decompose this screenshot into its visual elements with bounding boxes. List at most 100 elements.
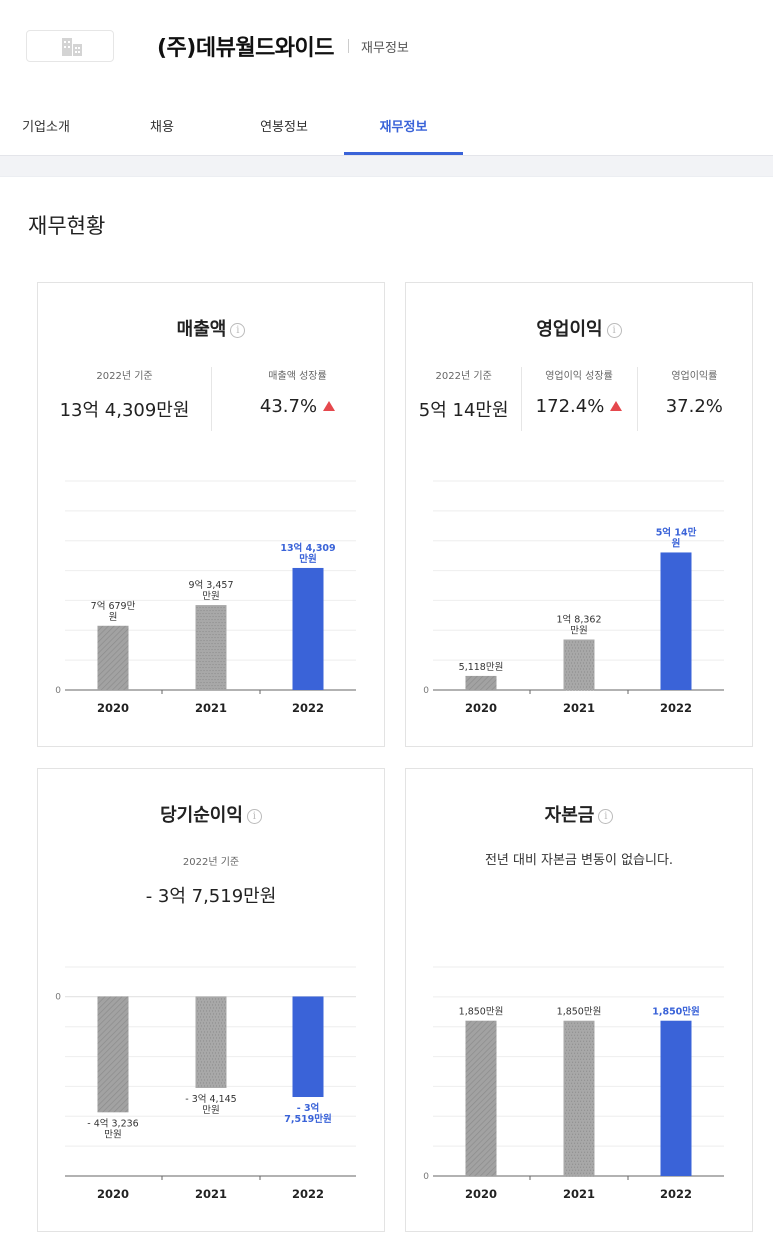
bar-texture — [587, 1097, 589, 1099]
bar-texture — [212, 616, 214, 618]
bar-texture — [577, 1082, 579, 1084]
bar-texture — [211, 643, 213, 645]
bar-texture — [565, 1022, 567, 1024]
bar-texture — [575, 1079, 577, 1081]
bar-texture — [574, 674, 576, 676]
bar-texture — [571, 1148, 573, 1150]
tab-recruit[interactable]: 채용 — [150, 120, 174, 135]
bar-texture — [577, 1166, 579, 1168]
bar-texture — [575, 1151, 577, 1153]
bar-texture — [209, 1013, 211, 1015]
bar-texture — [224, 1019, 226, 1021]
bar-texture — [587, 653, 589, 655]
bar-texture — [209, 1037, 211, 1039]
tab-finance[interactable]: 재무정보 — [344, 104, 463, 155]
bar-texture — [200, 1043, 202, 1045]
bar-texture — [586, 1082, 588, 1084]
bar-texture — [593, 1031, 595, 1033]
bar-2020[interactable] — [97, 996, 129, 1113]
bar-texture — [566, 1109, 568, 1111]
bar-texture — [215, 676, 217, 678]
bar-texture — [224, 676, 226, 678]
bar-texture — [215, 664, 217, 666]
bar-texture — [203, 652, 205, 654]
bar-texture — [593, 1115, 595, 1117]
bar-2020[interactable] — [465, 1020, 497, 1176]
bar-texture — [580, 686, 582, 688]
bar-2021[interactable] — [195, 996, 227, 1088]
bar-texture — [220, 1082, 222, 1084]
bar-texture — [221, 616, 223, 618]
bar-texture — [572, 671, 574, 673]
bar-texture — [566, 647, 568, 649]
bar-texture — [220, 1016, 222, 1018]
bar-texture — [581, 1109, 583, 1111]
bar-texture — [587, 1067, 589, 1069]
bar-texture — [589, 1166, 591, 1168]
bar-2020[interactable] — [465, 675, 497, 690]
bar-texture — [566, 1037, 568, 1039]
bar-texture — [584, 1109, 586, 1111]
bar-2022[interactable] — [292, 567, 324, 690]
bar-texture — [217, 1082, 219, 1084]
bar-texture — [589, 674, 591, 676]
bar-texture — [220, 619, 222, 621]
operating-income-stats: 2022년 기준 5억 14만원 영업이익 성장률 172.4% 영업이익률 3… — [406, 367, 752, 431]
bar-texture — [571, 1166, 573, 1168]
bar-texture — [566, 1073, 568, 1075]
bar-texture — [586, 1028, 588, 1030]
bar-texture — [581, 1073, 583, 1075]
bar-2021[interactable] — [563, 639, 595, 690]
info-icon[interactable]: i — [230, 322, 246, 338]
bar-texture — [569, 1031, 571, 1033]
bar-texture — [212, 1007, 214, 1009]
bar-texture — [224, 1007, 226, 1009]
bar-texture — [593, 1145, 595, 1147]
info-icon[interactable]: i — [606, 322, 622, 338]
bar-texture — [583, 1130, 585, 1132]
bar-texture — [220, 1022, 222, 1024]
bar-texture — [223, 1034, 225, 1036]
bar-2020[interactable] — [97, 625, 129, 690]
tab-salary[interactable]: 연봉정보 — [260, 120, 308, 135]
info-icon[interactable]: i — [246, 808, 262, 824]
bar-texture — [223, 631, 225, 633]
bar-texture — [218, 1049, 220, 1051]
bar-texture — [211, 661, 213, 663]
bar-texture — [202, 643, 204, 645]
bar-texture — [223, 679, 225, 681]
bar-texture — [589, 644, 591, 646]
bar-texture — [583, 1172, 585, 1174]
bar-texture — [592, 1106, 594, 1108]
bar-2022[interactable] — [660, 1020, 692, 1176]
bar-2021[interactable] — [195, 605, 227, 690]
bar-texture — [197, 1079, 199, 1081]
bar-texture — [196, 613, 198, 615]
bar-texture — [221, 1025, 223, 1027]
bar-texture — [581, 1139, 583, 1141]
bar-texture — [565, 1028, 567, 1030]
bar-texture — [581, 683, 583, 685]
bar-texture — [568, 1106, 570, 1108]
bar-texture — [202, 1040, 204, 1042]
bar-2022[interactable] — [292, 996, 324, 1098]
info-icon[interactable]: i — [598, 808, 614, 824]
bar-texture — [220, 1034, 222, 1036]
bar-texture — [223, 685, 225, 687]
bar-2022[interactable] — [660, 552, 692, 690]
company-header: (주)데뷰월드와이드 재무정보 기업소개 채용 연봉정보 재무정보 — [0, 0, 773, 155]
bar-texture — [565, 1172, 567, 1174]
bar-texture — [224, 1067, 226, 1069]
revenue-stat-growth: 매출액 성장률 43.7% — [211, 367, 384, 431]
bar-texture — [575, 1109, 577, 1111]
bar-texture — [565, 1154, 567, 1156]
bar-texture — [223, 1070, 225, 1072]
bar-texture — [206, 646, 208, 648]
bar-texture — [592, 1160, 594, 1162]
bar-texture — [217, 1040, 219, 1042]
bar-texture — [208, 637, 210, 639]
tab-company-intro[interactable]: 기업소개 — [22, 120, 70, 135]
bar-texture — [589, 656, 591, 658]
bar-texture — [580, 1046, 582, 1048]
bar-texture — [211, 1004, 213, 1006]
